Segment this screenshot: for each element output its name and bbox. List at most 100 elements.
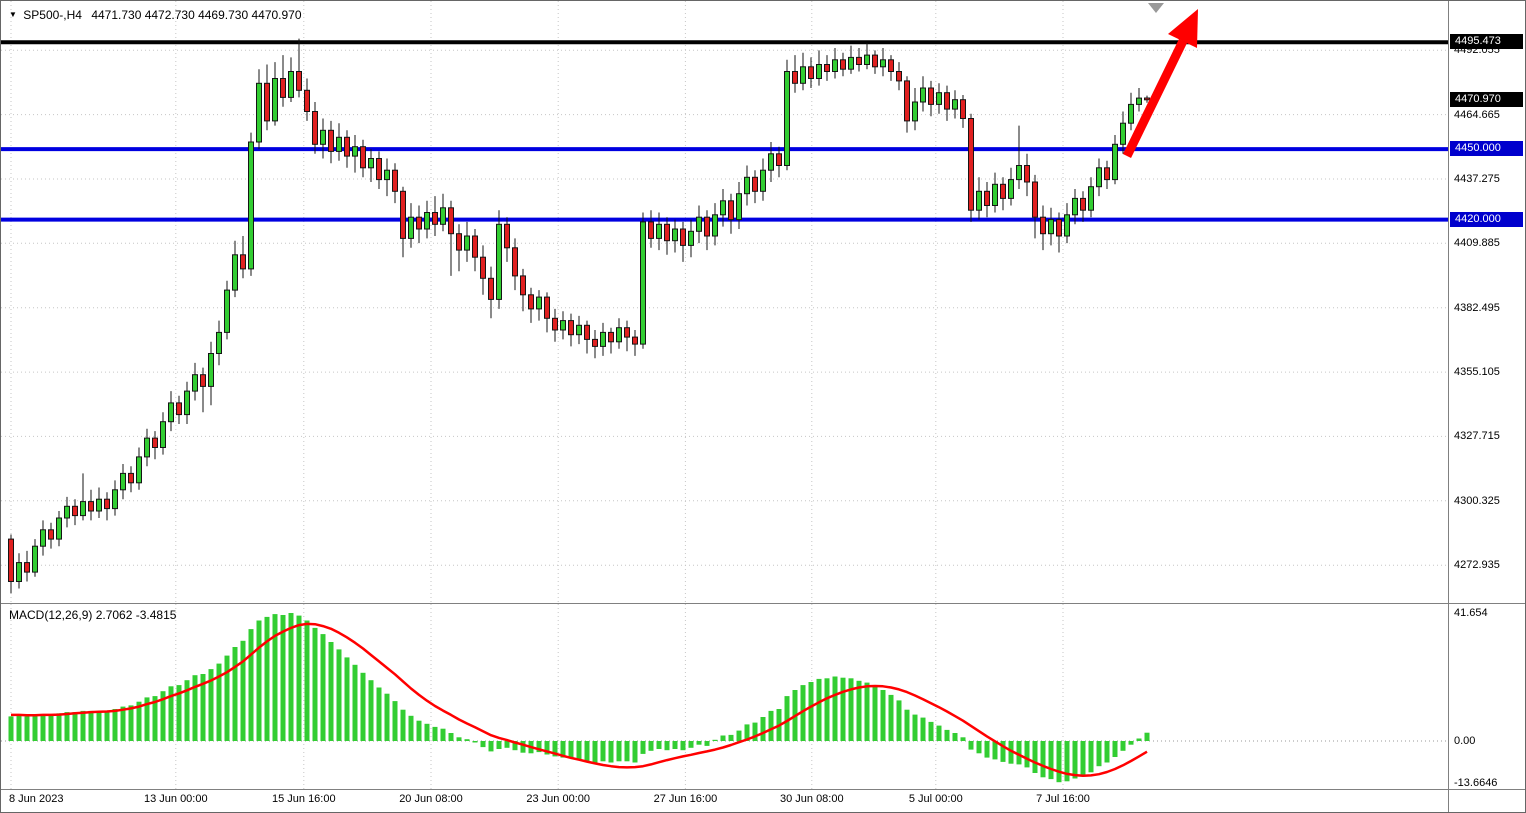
macd-bar	[1072, 741, 1078, 779]
macd-bar	[840, 677, 846, 741]
candle-body	[120, 472, 126, 491]
macd-bar	[288, 613, 294, 741]
candle-body	[944, 92, 950, 110]
macd-bar	[1016, 741, 1022, 765]
macd-bar	[832, 676, 838, 741]
time-axis-label: 20 Jun 08:00	[399, 793, 463, 805]
candle-body	[480, 256, 486, 279]
candle-body	[48, 529, 54, 540]
macd-bar	[168, 686, 174, 741]
macd-bar	[416, 720, 422, 741]
candle-body	[744, 176, 750, 195]
macd-bar	[968, 741, 974, 750]
macd-bar	[200, 674, 206, 741]
candle-body	[904, 80, 910, 122]
macd-bar	[1000, 741, 1006, 762]
candle-body	[664, 223, 670, 242]
candle-body	[424, 212, 430, 230]
macd-bar	[1008, 741, 1014, 764]
macd-bar	[304, 620, 310, 741]
macd-bar	[656, 741, 662, 749]
candle-body	[1072, 197, 1078, 216]
macd-bar	[944, 729, 950, 741]
macd-bar	[696, 741, 702, 745]
price-grid-label: 4272.935	[1454, 559, 1500, 572]
candle-body	[1056, 219, 1062, 237]
candle-body	[384, 169, 390, 181]
candle-body	[880, 59, 886, 68]
macd-bar	[1096, 741, 1102, 767]
price-badge-4495: 4495.473	[1450, 34, 1523, 50]
price-grid-label: 4300.325	[1454, 494, 1500, 507]
candle-body	[272, 78, 278, 122]
macd-bar	[432, 726, 438, 741]
candle-body	[112, 489, 118, 510]
candle-body	[56, 517, 62, 540]
macd-bar	[336, 649, 342, 741]
candle-body	[144, 437, 150, 458]
candle-body	[632, 336, 638, 345]
macd-bar	[80, 710, 86, 741]
macd-bar	[672, 741, 678, 749]
macd-bar	[272, 614, 278, 741]
price-grid-label: 4464.665	[1454, 108, 1500, 121]
macd-bar	[368, 680, 374, 741]
macd-bar	[992, 741, 998, 760]
candle-body	[768, 153, 774, 171]
candle-body	[680, 228, 686, 246]
price-axis[interactable]: 4492.055 4464.665 4437.275 4409.885 4382.495…	[1449, 1, 1525, 812]
candle-body	[840, 59, 846, 70]
candle-body	[976, 190, 982, 211]
trend-arrow[interactable]	[1122, 9, 1198, 158]
macd-indicator-label: MACD(12,26,9) 2.7062 -3.4815	[9, 608, 177, 622]
candle-body	[416, 216, 422, 230]
candle-body	[352, 146, 358, 157]
candle-body	[72, 505, 78, 517]
candle-body	[1120, 122, 1126, 145]
time-axis-label: 8 Jun 2023	[9, 793, 64, 805]
symbol-info-bar: ▼ SP500-,H4 4471.730 4472.730 4469.730 4…	[9, 8, 302, 22]
macd-bar	[760, 717, 766, 741]
candle-body	[472, 235, 478, 258]
candle-body	[784, 71, 790, 166]
macd-bar	[568, 741, 574, 759]
candle-body	[192, 374, 198, 392]
macd-indicator-pane[interactable]	[1, 604, 1448, 789]
candle-body	[336, 136, 342, 152]
symbol-dropdown-icon[interactable]: ▼	[9, 10, 17, 19]
macd-bar	[488, 741, 494, 752]
time-axis-label: 23 Jun 00:00	[526, 793, 590, 805]
candle-body	[504, 223, 510, 249]
macd-bar	[128, 705, 134, 741]
macd-bar	[744, 724, 750, 741]
macd-bar	[1064, 741, 1070, 782]
time-axis[interactable]: 8 Jun 2023 13 Jun 00:00 15 Jun 16:00 20 Jun…	[1, 790, 1448, 812]
candle-body	[512, 247, 518, 277]
candle-body	[560, 320, 566, 331]
candle-body	[864, 54, 870, 65]
candle-body	[128, 472, 134, 484]
candle-body	[344, 136, 350, 157]
candle-body	[992, 183, 998, 207]
grid-vertical	[10, 1, 1064, 603]
candle-body	[488, 277, 494, 300]
macd-bar	[752, 722, 758, 741]
macd-bar	[560, 741, 566, 758]
main-price-chart[interactable]	[1, 1, 1448, 603]
chart-shift-marker[interactable]	[1148, 3, 1164, 13]
candle-body	[32, 545, 38, 573]
pane-separator[interactable]	[1, 603, 1525, 604]
candle-body	[520, 275, 526, 296]
macd-bar	[1120, 741, 1126, 751]
candle-body	[1064, 214, 1070, 237]
candle-body	[824, 64, 830, 72]
candle-body	[328, 129, 334, 152]
candle-body	[104, 498, 110, 510]
macd-bar	[320, 634, 326, 741]
candle-body	[872, 54, 878, 68]
macd-bar	[48, 714, 54, 741]
macd-bar	[688, 741, 694, 748]
candle-body	[832, 59, 838, 72]
price-badge-4450: 4450.000	[1450, 141, 1523, 157]
